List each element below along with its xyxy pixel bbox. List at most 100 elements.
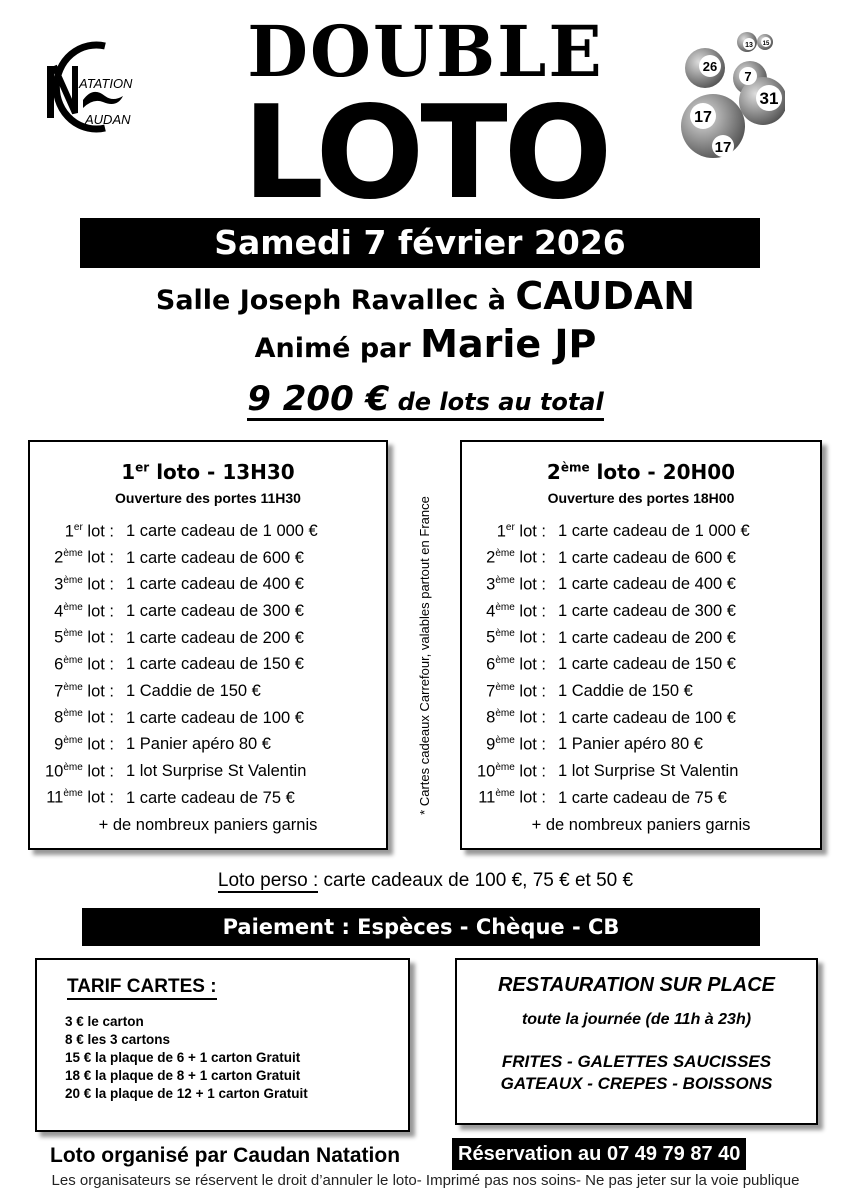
- loto-perso: Loto perso : carte cadeaux de 100 €, 75 …: [0, 870, 851, 893]
- venue: Salle Joseph Ravallec à CAUDAN: [0, 274, 851, 318]
- resto-title: RESTAURATION SUR PLACE: [497, 974, 776, 996]
- venue-city: CAUDAN: [515, 274, 696, 318]
- restauration-box: RESTAURATION SUR PLACE toute la journée …: [455, 958, 818, 1125]
- svg-text:17: 17: [715, 139, 732, 156]
- lot-rank: 4ème lot :: [54, 601, 114, 621]
- svg-text:15: 15: [763, 41, 770, 47]
- host: Animé par Marie JP: [0, 322, 851, 366]
- lot-rank: 1er lot :: [64, 521, 114, 541]
- session-1-doors: Ouverture des portes 11H30: [115, 490, 301, 506]
- lot-row: 8ème lot : 1 carte cadeau de 100 €: [30, 705, 386, 732]
- session-1-title: 1er loto - 13H30: [121, 460, 295, 484]
- session-2-title: 2ème loto - 20H00: [546, 460, 736, 484]
- tarif-item: 3 € le carton: [65, 1014, 144, 1029]
- lot-row: 9ème lot : 1 Panier apéro 80 €: [462, 732, 820, 759]
- lot-row: 5ème lot : 1 carte cadeau de 200 €: [30, 625, 386, 652]
- host-name: Marie JP: [420, 322, 597, 366]
- lot-row: 6ème lot : 1 carte cadeau de 150 €: [462, 651, 820, 678]
- total-suffix: de lots au total: [389, 388, 604, 416]
- lot-description: 1 carte cadeau de 200 €: [558, 628, 736, 647]
- lot-row: 1er lot : 1 carte cadeau de 1 000 €: [30, 518, 386, 545]
- event-date-banner: Samedi 7 février 2026: [80, 218, 760, 268]
- lot-row: 4ème lot : 1 carte cadeau de 300 €: [462, 598, 820, 625]
- loto-perso-text: carte cadeaux de 100 €, 75 € et 50 €: [318, 870, 634, 891]
- tarif-item: 15 € la plaque de 6 + 1 carton Gratuit: [65, 1050, 301, 1065]
- lot-row: 7ème lot : 1 Caddie de 150 €: [462, 678, 820, 705]
- svg-text:31: 31: [760, 89, 779, 108]
- total-amount: 9 200 €: [247, 379, 390, 419]
- lot-rank: 4ème lot :: [486, 601, 546, 621]
- svg-text:17: 17: [694, 109, 712, 126]
- lot-rank: 3ème lot :: [486, 574, 546, 594]
- lot-description: 1 Panier apéro 80 €: [126, 735, 271, 754]
- svg-text:AUDAN: AUDAN: [84, 112, 131, 127]
- lot-description: 1 carte cadeau de 400 €: [558, 575, 736, 594]
- lot-description: 1 carte cadeau de 400 €: [126, 575, 304, 594]
- lot-row: 1er lot : 1 carte cadeau de 1 000 €: [462, 518, 820, 545]
- lot-rank: 2ème lot :: [486, 548, 546, 567]
- lot-rank: 9ème lot :: [54, 735, 114, 754]
- svg-text:7: 7: [744, 69, 751, 84]
- lot-row: 11ème lot : 1 carte cadeau de 75 €: [30, 785, 386, 812]
- venue-name: Salle Joseph Ravallec à: [155, 285, 516, 316]
- lot-rank: 3ème lot :: [54, 574, 114, 594]
- lot-description: 1 carte cadeau de 1 000 €: [558, 521, 750, 540]
- lot-description: 1 carte cadeau de 100 €: [126, 708, 304, 727]
- lot-rank: 10ème lot :: [45, 761, 114, 781]
- tarif-item: 8 € les 3 cartons: [65, 1032, 171, 1047]
- session-1-box: 1er loto - 13H30 Ouverture des portes 11…: [28, 440, 388, 850]
- svg-text:ATATION: ATATION: [78, 76, 133, 91]
- tarif-item: 18 € la plaque de 8 + 1 carton Gratuit: [65, 1068, 301, 1083]
- lot-description: 1 carte cadeau de 150 €: [126, 655, 304, 674]
- lot-description: 1 Panier apéro 80 €: [558, 735, 703, 754]
- lot-description: 1 carte cadeau de 75 €: [126, 788, 295, 807]
- lot-description: 1 carte cadeau de 100 €: [558, 708, 736, 727]
- footer-disclaimer: Les organisateurs se réservent le droit …: [51, 1172, 800, 1189]
- lot-rank: 7ème lot :: [54, 681, 114, 701]
- gift-card-note: * Cartes cadeaux Carrefour, valables par…: [416, 495, 432, 815]
- svg-text:26: 26: [703, 59, 717, 74]
- lot-rank: 6ème lot :: [486, 655, 546, 674]
- lot-row: 4ème lot : 1 carte cadeau de 300 €: [30, 598, 386, 625]
- lot-rank: 5ème lot :: [486, 628, 546, 647]
- organizer: Loto organisé par Caudan Natation: [50, 1144, 401, 1167]
- session-2-more: + de nombreux paniers garnis: [531, 815, 751, 834]
- lot-rank: 5ème lot :: [54, 628, 114, 647]
- lot-rank: 10ème lot :: [477, 761, 546, 781]
- lot-row: 10ème lot : 1 lot Surprise St Valentin: [30, 758, 386, 785]
- svg-text:13: 13: [745, 42, 753, 49]
- resto-hours: toute la journée (de 11h à 23h): [521, 1011, 752, 1028]
- payment-banner: Paiement : Espèces - Chèque - CB: [82, 908, 760, 946]
- lot-rank: 7ème lot :: [486, 681, 546, 701]
- lotto-balls-image: 26 13 15 7 31 17 17: [675, 28, 787, 163]
- lot-description: 1 carte cadeau de 300 €: [126, 601, 304, 620]
- lot-rank: 8ème lot :: [486, 708, 546, 727]
- session-2-doors: Ouverture des portes 18H00: [547, 490, 735, 506]
- lot-description: 1 carte cadeau de 600 €: [558, 548, 736, 567]
- lot-description: 1 Caddie de 150 €: [126, 681, 261, 700]
- lot-rank: 1er lot :: [496, 521, 546, 541]
- lot-description: 1 lot Surprise St Valentin: [126, 762, 307, 781]
- lot-row: 6ème lot : 1 carte cadeau de 150 €: [30, 651, 386, 678]
- lot-row: 2ème lot : 1 carte cadeau de 600 €: [30, 545, 386, 572]
- title-double: DOUBLE: [247, 10, 604, 93]
- lot-description: 1 lot Surprise St Valentin: [558, 762, 739, 781]
- lot-row: 10ème lot : 1 lot Surprise St Valentin: [462, 758, 820, 785]
- lot-row: 3ème lot : 1 carte cadeau de 400 €: [462, 571, 820, 598]
- lot-rank: 2ème lot :: [54, 548, 114, 567]
- lot-description: 1 carte cadeau de 300 €: [558, 601, 736, 620]
- resto-food-2: GATEAUX - CREPES - BOISSONS: [500, 1074, 773, 1093]
- lot-rank: 9ème lot :: [486, 735, 546, 754]
- lot-description: 1 carte cadeau de 200 €: [126, 628, 304, 647]
- total-prizes: 9 200 € de lots au total: [0, 376, 851, 422]
- session-1-more: + de nombreux paniers garnis: [98, 815, 318, 834]
- lot-row: 9ème lot : 1 Panier apéro 80 €: [30, 732, 386, 759]
- lot-row: 3ème lot : 1 carte cadeau de 400 €: [30, 571, 386, 598]
- lot-row: 2ème lot : 1 carte cadeau de 600 €: [462, 545, 820, 572]
- lot-description: 1 carte cadeau de 150 €: [558, 655, 736, 674]
- lot-rank: 6ème lot :: [54, 655, 114, 674]
- tarif-title: TARIF CARTES :: [67, 976, 217, 1000]
- lot-description: 1 carte cadeau de 75 €: [558, 788, 727, 807]
- lot-row: 5ème lot : 1 carte cadeau de 200 €: [462, 625, 820, 652]
- lot-rank: 11ème lot :: [478, 788, 546, 807]
